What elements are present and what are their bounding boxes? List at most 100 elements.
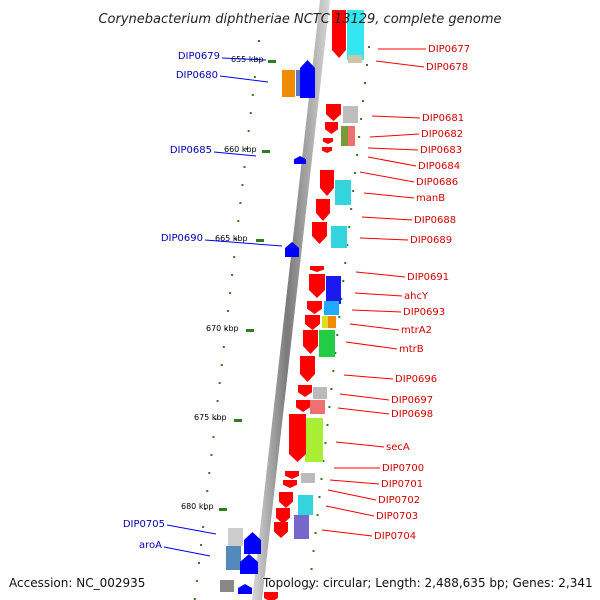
feature-block	[301, 473, 315, 483]
leader-line	[345, 341, 398, 350]
feature-block	[305, 418, 323, 462]
leader-line	[351, 309, 402, 313]
leader-line	[213, 151, 257, 157]
guide-dot	[358, 136, 361, 138]
guide-dot	[308, 586, 311, 588]
scale-tick-label: 675 kbp	[194, 413, 227, 422]
feature-block	[322, 316, 328, 328]
guide-dot	[366, 64, 369, 66]
guide-dot	[253, 76, 256, 78]
gene-label-forward: DIP0688	[414, 215, 456, 226]
leader-line	[359, 237, 409, 241]
guide-dot	[206, 490, 209, 492]
map-title: Corynebacterium diphtheriae NCTC 13129, …	[98, 12, 501, 27]
guide-dot	[202, 526, 205, 528]
gene-label-forward: DIP0701	[381, 479, 423, 490]
guide-dot	[330, 388, 333, 390]
gene-label-forward: DIP0681	[422, 113, 464, 124]
leader-line	[221, 57, 267, 61]
leader-line	[367, 147, 419, 151]
guide-dot	[245, 148, 248, 150]
scale-tick-label: 665 kbp	[215, 234, 248, 243]
gene-label-forward: DIP0700	[382, 463, 424, 474]
guide-dot	[251, 94, 254, 96]
reverse-gene-arrow	[300, 60, 315, 98]
guide-dot	[233, 256, 236, 258]
leader-line	[367, 156, 417, 167]
forward-gene-arrow	[310, 266, 324, 272]
feature-block	[298, 495, 313, 515]
guide-dot	[326, 424, 329, 426]
scale-tick	[268, 60, 276, 63]
feature-block	[310, 400, 325, 414]
gene-label-forward: ahcY	[404, 291, 429, 302]
forward-gene-arrow	[307, 301, 322, 314]
guide-dot	[220, 364, 223, 366]
scale-tick	[234, 419, 242, 422]
reverse-gene-arrow	[240, 554, 258, 574]
forward-gene-arrow	[332, 10, 346, 58]
guide-dot	[312, 550, 315, 552]
leader-line	[369, 133, 420, 138]
gene-label-reverse: DIP0679	[178, 51, 220, 62]
leader-line	[354, 292, 403, 297]
accession-text: Accession: NC_002935	[9, 576, 145, 590]
guide-dot	[216, 400, 219, 402]
leader-line	[361, 216, 413, 221]
guide-dot	[195, 580, 198, 582]
feature-block	[324, 301, 339, 315]
feature-block	[343, 106, 358, 123]
feature-block	[226, 546, 241, 570]
guide-dot	[324, 442, 327, 444]
forward-gene-arrow	[298, 385, 312, 397]
feature-block	[341, 126, 348, 146]
feature-block	[348, 55, 362, 63]
gene-label-forward: DIP0693	[403, 307, 445, 318]
guide-dots	[193, 40, 370, 600]
forward-gene-arrow	[323, 138, 333, 144]
leader-line	[375, 60, 425, 68]
feature-block	[294, 515, 309, 539]
guide-dot	[197, 562, 200, 564]
guide-dot	[224, 328, 227, 330]
forward-gene-arrow	[274, 522, 288, 538]
gene-label-reverse: aroA	[139, 540, 162, 551]
gene-label-forward: DIP0683	[420, 145, 462, 156]
forward-gene-arrow	[276, 508, 290, 524]
guide-dot	[334, 352, 337, 354]
guide-dot	[241, 184, 244, 186]
guide-dot	[342, 280, 345, 282]
gene-label-forward: DIP0696	[395, 374, 437, 385]
guide-dot	[368, 46, 370, 48]
leader-line	[335, 441, 385, 448]
leader-line	[163, 546, 211, 557]
reverse-gene-arrow	[294, 156, 306, 164]
leader-line	[329, 479, 380, 485]
guide-dot	[212, 436, 215, 438]
guide-dot	[210, 454, 213, 456]
gene-label-forward: DIP0684	[418, 161, 460, 172]
gene-label-reverse: DIP0685	[170, 145, 212, 156]
feature-blocks	[220, 10, 364, 592]
guide-dot	[354, 172, 357, 174]
feature-block	[313, 387, 327, 399]
gene-label-forward: manB	[416, 193, 445, 204]
leader-line	[166, 524, 217, 535]
leader-line	[343, 374, 394, 380]
scale-tick	[256, 239, 264, 242]
leader-line	[325, 505, 375, 517]
gene-label-reverse: DIP0705	[123, 519, 165, 530]
guide-dot	[255, 58, 258, 60]
guide-dot	[249, 112, 252, 114]
gene-label-forward: secA	[386, 442, 410, 453]
forward-gene-arrow	[309, 274, 325, 298]
reverse-gene-arrow	[285, 242, 299, 257]
scale-tick	[246, 329, 254, 332]
guide-dot	[243, 166, 246, 168]
gene-label-reverse: DIP0680	[176, 70, 218, 81]
feature-block	[331, 226, 347, 248]
leader-line	[339, 393, 390, 401]
guide-dot	[344, 262, 347, 264]
guide-dot	[348, 226, 351, 228]
